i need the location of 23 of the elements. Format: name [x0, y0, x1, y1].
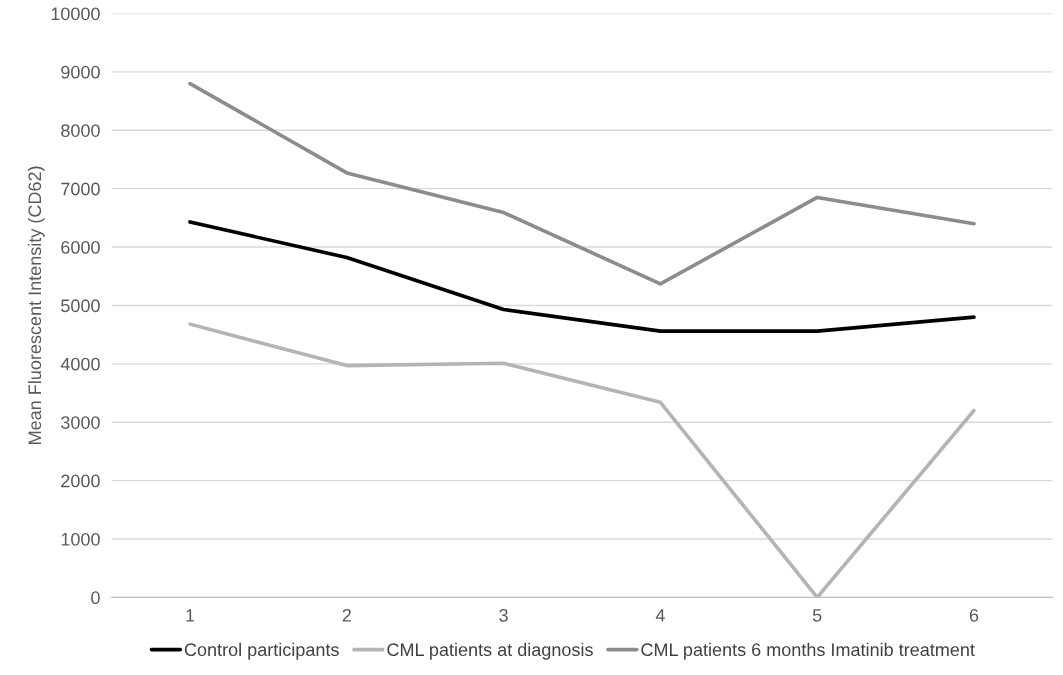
y-tick-label: 6000: [61, 240, 100, 254]
y-tick-label: 10000: [51, 7, 100, 21]
y-tick-label: 7000: [61, 182, 100, 196]
x-tick-label: 4: [655, 609, 665, 622]
x-tick-label: 3: [499, 608, 508, 622]
x-tick-label: 5: [812, 609, 822, 622]
legend-label: Control participants: [184, 642, 339, 660]
y-tick-label: 3000: [61, 416, 100, 429]
x-tick-label: 2: [342, 608, 351, 622]
y-tick-label: 8000: [61, 124, 100, 137]
legend-label: CML patients at diagnosis: [387, 642, 593, 660]
x-tick-label: 1: [186, 609, 195, 622]
y-axis-title: Mean Fluorescent Intensity (CD62): [27, 166, 45, 444]
x-tick-label: 6: [969, 608, 979, 622]
y-tick-label: 4000: [60, 357, 100, 371]
legend-label: CML patients 6 months Imatinib treatment: [641, 642, 975, 660]
y-tick-label: 0: [91, 591, 100, 605]
y-tick-label: 2000: [61, 474, 100, 488]
line-series: [188, 81, 976, 286]
y-tick-label: 9000: [61, 65, 100, 79]
y-tick-label: 5000: [61, 299, 100, 313]
y-tick-label: 1000: [61, 532, 100, 546]
line-series: [188, 220, 976, 333]
